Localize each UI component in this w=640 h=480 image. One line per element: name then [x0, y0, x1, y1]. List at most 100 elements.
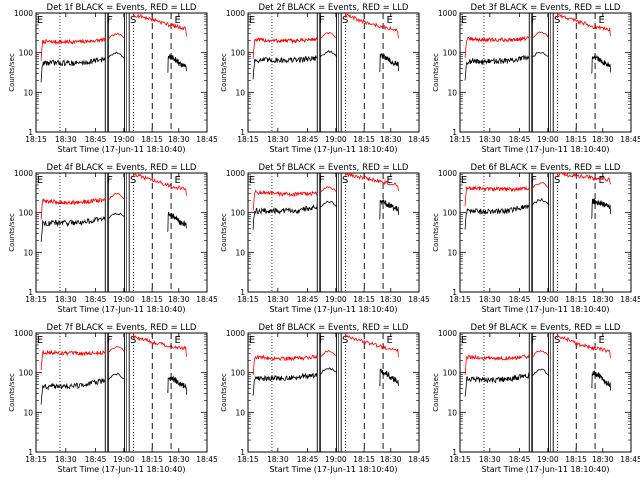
x-tick-label: 18:15 — [25, 295, 47, 304]
y-tick-label: 1 — [28, 128, 33, 137]
event-marker-label: S — [130, 335, 136, 346]
lld-series-line — [252, 36, 318, 59]
x-tick-label: 18:30 — [55, 295, 77, 304]
panel-title: Det 9f BLACK = Events, RED = LLD — [471, 323, 621, 333]
y-tick-label: 1000 — [226, 169, 245, 178]
x-axis-label: Start Time (17-Jun-11 18:10:40) — [482, 145, 610, 154]
x-tick-label: 18:45 — [408, 455, 430, 464]
y-tick-label: 100 — [231, 49, 246, 58]
event-marker-label: E — [37, 175, 43, 186]
x-tick-label: 18:15 — [565, 135, 587, 144]
panel-title: Det 3f BLACK = Events, RED = LLD — [471, 3, 621, 13]
x-tick-label: 18:45 — [85, 295, 107, 304]
x-axis-label: Start Time (17-Jun-11 18:10:40) — [270, 465, 398, 474]
panel-2: Det 2f BLACK = Events, RED = LLD Counts/s… — [220, 3, 430, 154]
panel-title: Det 4f BLACK = Events, RED = LLD — [47, 163, 197, 173]
panel-title: Det 5f BLACK = Events, RED = LLD — [259, 163, 409, 173]
event-marker-label: E — [175, 15, 181, 26]
lld-series-line — [133, 173, 187, 196]
plot-frame — [247, 172, 420, 293]
events-series-line — [108, 212, 125, 219]
panel-7: Det 7f BLACK = Events, RED = LLD Counts/s… — [8, 323, 218, 474]
y-tick-label: 1000 — [438, 9, 457, 18]
x-tick-label: 18:45 — [196, 455, 218, 464]
panel-3: Det 3f BLACK = Events, RED = LLD Counts/s… — [432, 3, 640, 154]
events-series-line — [167, 375, 187, 395]
plot-frame — [459, 12, 632, 133]
gap-box — [316, 12, 321, 133]
lld-series-line — [532, 350, 549, 358]
x-tick-label: 18:15 — [353, 295, 375, 304]
x-tick-label: 18:15 — [565, 455, 587, 464]
y-tick-label: 10 — [235, 248, 245, 257]
event-marker-label: E — [249, 15, 255, 26]
x-tick-label: 18:15 — [237, 295, 259, 304]
events-series-line — [40, 56, 106, 83]
x-tick-label: 19:00 — [537, 455, 559, 464]
event-marker-label: S — [342, 15, 348, 26]
events-series-line — [379, 199, 399, 220]
x-tick-label: 18:45 — [509, 135, 531, 144]
event-marker-label: F — [319, 175, 325, 186]
x-tick-label: 18:45 — [297, 455, 319, 464]
panel-title: Det 2f BLACK = Events, RED = LLD — [259, 3, 409, 13]
y-tick-label: 10 — [23, 88, 33, 97]
event-marker-label: S — [130, 15, 136, 26]
events-series-line — [320, 200, 337, 208]
panel-title: Det 6f BLACK = Events, RED = LLD — [471, 163, 621, 173]
y-axis-label: Counts/sec — [8, 373, 16, 412]
y-axis-label: Counts/sec — [220, 373, 228, 412]
event-marker-label: E — [599, 175, 605, 186]
event-marker-label: E — [461, 15, 467, 26]
y-tick-label: 100 — [231, 369, 246, 378]
y-tick-label: 10 — [235, 408, 245, 417]
x-tick-label: 19:00 — [325, 455, 347, 464]
x-tick-label: 19:00 — [325, 295, 347, 304]
x-tick-label: 18:30 — [592, 135, 614, 144]
gap-box — [336, 12, 342, 133]
lld-series-line — [557, 13, 611, 37]
lld-series-line — [558, 171, 611, 185]
y-axis-label: Counts/sec — [220, 53, 228, 92]
x-tick-label: 18:15 — [141, 455, 163, 464]
gap-box — [336, 172, 342, 293]
event-marker-label: E — [599, 15, 605, 26]
x-tick-label: 18:45 — [620, 295, 640, 304]
panel-title: Det 1f BLACK = Events, RED = LLD — [47, 3, 197, 13]
x-axis-label: Start Time (17-Jun-11 18:10:40) — [482, 465, 610, 474]
gap-box — [316, 332, 321, 453]
events-series-line — [464, 55, 530, 81]
event-marker-label: E — [37, 15, 43, 26]
lld-series-line — [531, 182, 549, 189]
lld-series-line — [345, 172, 399, 192]
lld-series-line — [320, 350, 337, 358]
lld-series-line — [252, 189, 318, 211]
y-tick-label: 10 — [447, 248, 457, 257]
panel-4: Det 4f BLACK = Events, RED = LLD Counts/s… — [8, 163, 218, 314]
event-marker-label: F — [319, 335, 325, 346]
panel-8: Det 8f BLACK = Events, RED = LLD Counts/s… — [220, 323, 430, 474]
plot-frame — [35, 332, 208, 453]
events-series-line — [464, 203, 530, 230]
y-tick-label: 1 — [452, 288, 457, 297]
events-series-line — [167, 211, 187, 232]
y-tick-label: 1 — [28, 448, 33, 457]
plot-frame — [247, 332, 420, 453]
panel-title: Det 8f BLACK = Events, RED = LLD — [259, 323, 409, 333]
gap-box — [124, 332, 130, 453]
x-tick-label: 18:30 — [55, 135, 77, 144]
x-tick-label: 18:45 — [408, 295, 430, 304]
x-tick-label: 18:45 — [85, 135, 107, 144]
gap-box — [316, 172, 321, 293]
y-axis-label: Counts/sec — [220, 213, 228, 252]
x-tick-label: 18:45 — [196, 135, 218, 144]
x-tick-label: 18:45 — [85, 455, 107, 464]
lld-series-line — [345, 13, 399, 39]
event-marker-label: S — [342, 335, 348, 346]
events-series-line — [464, 372, 530, 397]
x-tick-label: 18:30 — [267, 295, 289, 304]
lld-series-line — [134, 13, 187, 37]
event-marker-label: F — [107, 15, 113, 26]
x-tick-label: 18:15 — [25, 135, 47, 144]
